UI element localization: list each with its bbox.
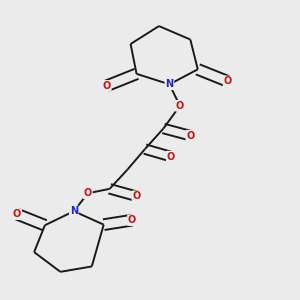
Text: O: O bbox=[132, 191, 141, 201]
Text: O: O bbox=[13, 209, 21, 219]
Text: O: O bbox=[186, 131, 194, 141]
Text: O: O bbox=[224, 76, 232, 86]
Text: N: N bbox=[165, 79, 173, 89]
Text: O: O bbox=[128, 215, 136, 225]
Text: O: O bbox=[176, 101, 184, 111]
Text: N: N bbox=[70, 206, 78, 216]
Text: O: O bbox=[167, 152, 175, 162]
Text: O: O bbox=[84, 188, 92, 198]
Text: O: O bbox=[103, 81, 111, 91]
